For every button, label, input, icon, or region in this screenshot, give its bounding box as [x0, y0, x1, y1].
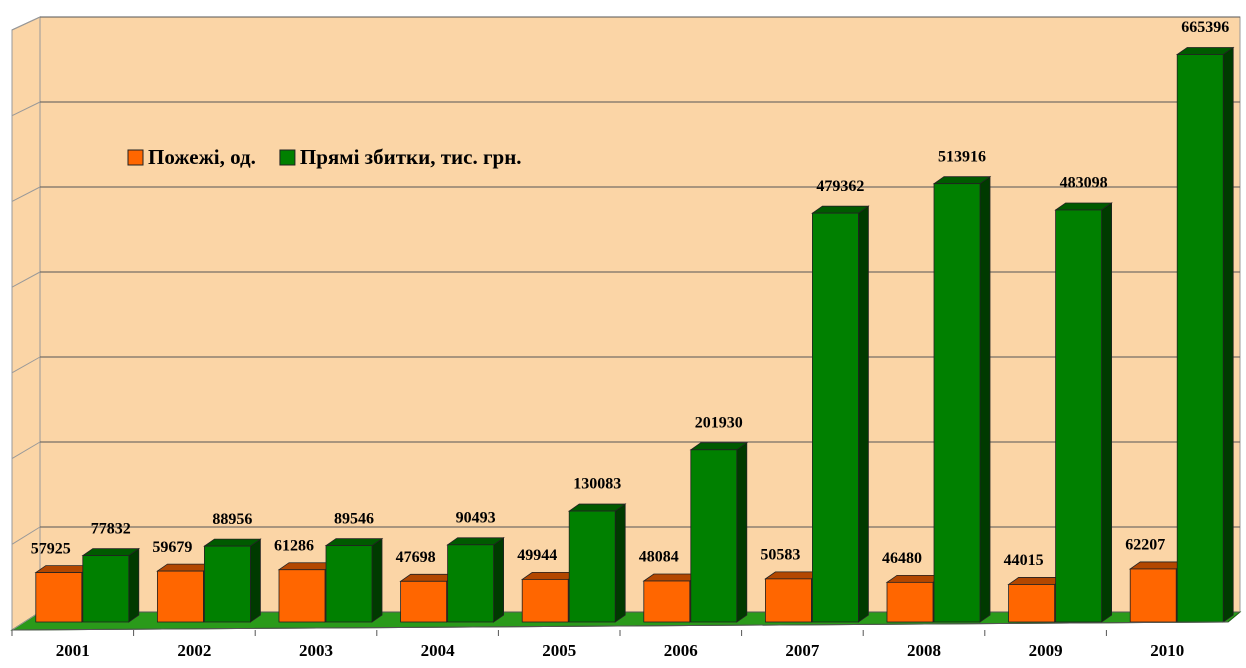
- bar-top: [446, 537, 505, 546]
- bar-top: [689, 442, 749, 451]
- grid-line: [11, 611, 41, 631]
- bar: [278, 569, 326, 623]
- x-axis: [11, 621, 1229, 631]
- bar: [447, 544, 495, 623]
- bar-top: [811, 205, 870, 214]
- bar-side: [736, 442, 748, 623]
- bar: [765, 578, 812, 623]
- data-label: 59679: [152, 539, 192, 556]
- grid-line: [11, 526, 41, 545]
- bar-side: [128, 547, 140, 623]
- bar-top: [932, 176, 992, 185]
- legend-label: Пожежі, од.: [148, 145, 256, 169]
- bar-side: [493, 537, 505, 623]
- bar: [690, 449, 738, 623]
- grid-line: [11, 186, 41, 202]
- data-label: 62207: [1125, 537, 1165, 554]
- bar: [568, 510, 616, 623]
- bar: [156, 570, 204, 623]
- bar: [1129, 568, 1177, 623]
- grid-line: [11, 16, 41, 31]
- data-label: 57925: [31, 540, 71, 557]
- x-tick-label: 2008: [907, 641, 941, 660]
- bar: [643, 580, 691, 623]
- legend-label: Прямі збитки, тис. грн.: [300, 145, 522, 169]
- bar: [1176, 54, 1224, 623]
- grid-line: [11, 441, 41, 460]
- bar-side: [1101, 202, 1112, 623]
- grid-line: [11, 271, 41, 288]
- bar-top: [81, 548, 141, 557]
- data-label: 130083: [573, 476, 621, 493]
- legend-swatch: [127, 149, 144, 166]
- bar-side: [979, 175, 991, 623]
- x-tick-label: 2002: [177, 641, 211, 660]
- data-label: 77832: [91, 520, 131, 537]
- data-label: 44015: [1004, 552, 1044, 569]
- bar: [521, 579, 569, 623]
- bar: [203, 545, 251, 623]
- data-label: 479362: [816, 178, 864, 195]
- x-tick-label: 2005: [542, 641, 576, 660]
- x-tick-label: 2004: [421, 641, 456, 660]
- data-label: 483098: [1060, 175, 1108, 192]
- data-label: 47698: [396, 549, 436, 566]
- bar-top: [203, 538, 262, 547]
- grid-line: [11, 356, 41, 374]
- bar-top: [567, 503, 627, 512]
- bar: [886, 581, 934, 623]
- data-label: 665396: [1181, 19, 1229, 36]
- bar-side: [858, 205, 869, 623]
- x-tick-label: 2003: [299, 641, 333, 660]
- x-tick-label: 2010: [1150, 641, 1184, 660]
- data-label: 90493: [456, 509, 496, 526]
- bar: [1008, 584, 1055, 623]
- data-label: 49944: [517, 547, 557, 564]
- data-label: 61286: [274, 537, 314, 554]
- bar-side: [614, 503, 626, 623]
- bar: [325, 545, 373, 623]
- x-tick-label: 2001: [56, 641, 90, 660]
- bar: [933, 183, 981, 623]
- bar: [400, 580, 448, 623]
- bar: [1055, 209, 1102, 623]
- data-label: 89546: [334, 510, 374, 527]
- data-label: 513916: [938, 148, 986, 165]
- bar: [35, 572, 83, 623]
- bar-side: [249, 538, 261, 623]
- data-label: 201930: [695, 414, 743, 431]
- data-label: 48084: [639, 549, 679, 566]
- data-label: 50583: [760, 547, 800, 564]
- bar: [82, 555, 130, 623]
- bar-side: [371, 537, 383, 623]
- bar-top: [324, 538, 384, 547]
- bar-side: [1222, 46, 1234, 623]
- legend-swatch: [279, 149, 296, 166]
- x-tick-label: 2007: [785, 641, 820, 660]
- data-label: 46480: [882, 550, 922, 567]
- bar-top: [1054, 202, 1113, 211]
- x-tick-label: 2006: [664, 641, 698, 660]
- bar: [812, 212, 859, 623]
- data-label: 88956: [212, 511, 252, 528]
- x-tick-label: 2009: [1029, 641, 1063, 660]
- bar-top: [1175, 47, 1235, 55]
- grid-line: [11, 101, 41, 117]
